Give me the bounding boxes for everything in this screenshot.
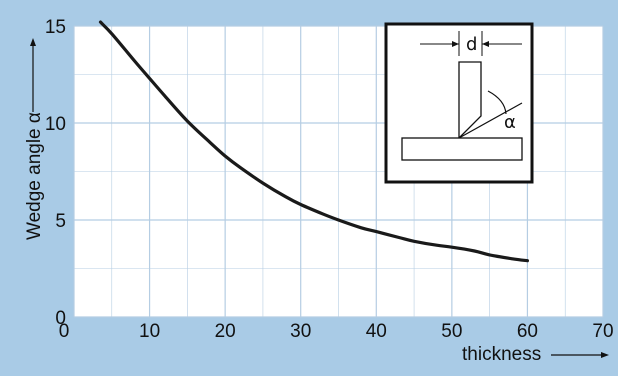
x-tick-label: 30	[290, 321, 311, 342]
x-tick-label: 40	[366, 321, 387, 342]
base-plate	[402, 138, 522, 160]
x-tick-label: 0	[59, 321, 70, 342]
inset-diagram: d α	[386, 24, 532, 182]
inset-angle-label: α	[504, 112, 516, 133]
x-tick-label: 60	[517, 321, 538, 342]
x-tick-label: 20	[215, 321, 236, 342]
inset-d-label: d	[466, 34, 477, 55]
y-tick-label: 5	[55, 211, 66, 232]
x-tick-label: 10	[139, 321, 160, 342]
x-axis-title-group: thickness	[462, 344, 609, 365]
x-axis-arrowhead	[601, 352, 609, 358]
y-tick-label: 15	[45, 17, 66, 38]
x-tick-label: 50	[441, 321, 462, 342]
y-tick-label: 10	[45, 114, 66, 135]
x-axis-title: thickness	[462, 344, 541, 365]
y-axis-title: Wedge angle α	[24, 112, 45, 240]
x-tick-labels: 0 10 20 30 40 50 60 70	[59, 321, 614, 342]
y-axis-arrowhead	[30, 38, 36, 46]
y-axis-title-group: Wedge angle α	[24, 38, 45, 240]
x-tick-label: 70	[592, 321, 613, 342]
